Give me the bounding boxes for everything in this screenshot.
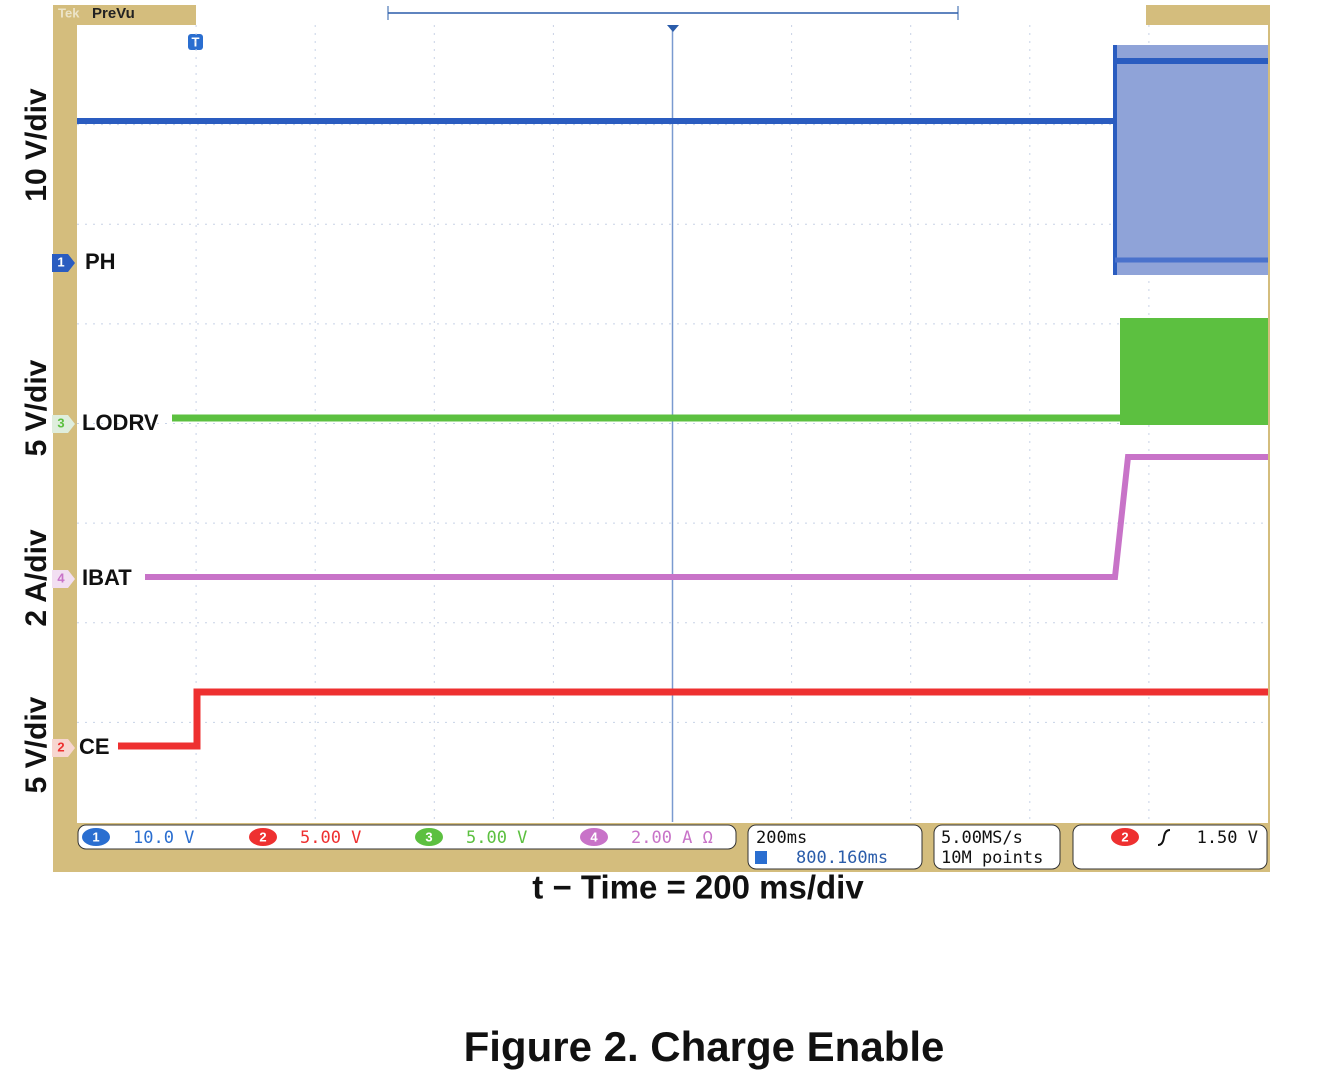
channel-scale: 2.00 A Ω <box>631 828 713 848</box>
axis-label: 5 V/div <box>20 359 53 456</box>
traces <box>77 45 1268 750</box>
ibat-trace <box>145 454 1268 580</box>
caption: Figure 2. Charge Enable <box>464 1023 945 1070</box>
trigger-pointer <box>667 25 679 32</box>
trigger-marker: T <box>192 34 200 49</box>
channel-label: CE <box>79 734 110 759</box>
channel-number: 2 <box>57 739 64 754</box>
channel-label: LODRV <box>82 410 159 435</box>
channel-scale: 10.0 V <box>133 828 194 848</box>
lodrv-switching <box>1120 318 1268 425</box>
ce-trace <box>118 688 1268 750</box>
timebase: 200ms <box>756 828 807 848</box>
channel-badge <box>415 828 443 846</box>
trigger-position: 800.160ms <box>796 848 888 868</box>
channel-badge <box>580 828 608 846</box>
channel-badge-number: 3 <box>425 829 432 844</box>
channel-number: 3 <box>57 415 64 430</box>
channel-badge-number: 1 <box>92 829 99 844</box>
ph-switching <box>1115 45 1268 275</box>
trigger-source-badge <box>1111 828 1139 846</box>
trigger-source: 2 <box>1121 829 1128 844</box>
channel-badge-number: 4 <box>590 829 598 844</box>
top-strip <box>196 5 1146 25</box>
channel-badge <box>249 828 277 846</box>
axis-label: 10 V/div <box>20 88 53 202</box>
trigger-pos-icon <box>755 851 767 864</box>
readout-box <box>933 824 1061 870</box>
channel-marker <box>52 570 75 588</box>
channel-scale: 5.00 V <box>300 828 361 848</box>
channel-number: 1 <box>57 254 64 269</box>
mode: PreVu <box>92 5 135 22</box>
readout-box <box>747 824 923 870</box>
channel-badge-number: 2 <box>259 829 266 844</box>
channel-number: 4 <box>57 570 65 585</box>
channel-scale: 5.00 V <box>466 828 527 848</box>
axis-label: 2 A/div <box>20 529 53 627</box>
axis-label: 5 V/div <box>20 696 53 793</box>
readout-bar: 1 10.0 V 2 5.00 V 3 5.00 V 4 2.00 A Ω 200ms800.1… <box>77 824 1268 870</box>
channel-labels: 1 PH 3 LODRV 4 IBAT 2 CE <box>52 249 159 759</box>
channel-marker <box>52 415 75 433</box>
brand: Tek <box>58 5 80 20</box>
trigger-level: 1.50 V <box>1197 828 1258 848</box>
x-label: t − Time = 200 ms/div <box>532 869 864 906</box>
slope-icon <box>1157 829 1171 846</box>
channel-marker <box>52 254 75 272</box>
channel-label: IBAT <box>82 565 132 590</box>
channel-label: PH <box>85 249 116 274</box>
channel-marker <box>52 739 75 757</box>
record-length: 10M points <box>941 848 1043 868</box>
trigger-marker-box <box>188 34 203 50</box>
readout-box <box>77 824 737 850</box>
channel-badge <box>82 828 110 846</box>
sample-rate: 5.00MS/s <box>941 828 1023 848</box>
